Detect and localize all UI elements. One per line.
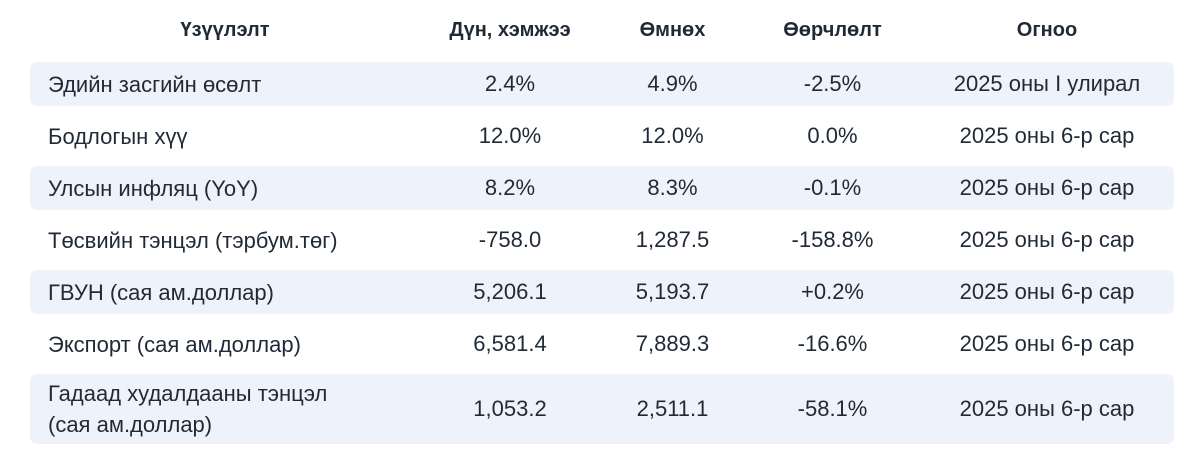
table-header: Үзүүлэлт Дүн, хэмжээ Өмнөх Өөрчлөлт Огно… [30,0,1174,60]
indicator-value: 1,053.2 [473,396,547,421]
table-row: Эдийн засгийн өсөлт 2.4% 4.9% -2.5% 2025… [30,62,1174,106]
indicator-date: 2025 оны 6-р сар [959,279,1135,304]
indicator-change: -158.8% [791,227,874,252]
indicator-value: 5,206.1 [473,279,547,304]
indicators-table: Үзүүлэлт Дүн, хэмжээ Өмнөх Өөрчлөлт Огно… [30,0,1174,452]
indicator-value: -758.0 [478,227,542,252]
indicator-change: -2.5% [803,71,862,96]
indicator-previous: 7,889.3 [635,331,710,356]
indicator-value: 8.2% [484,175,536,200]
indicator-previous: 2,511.1 [636,396,709,421]
indicator-name: Төсвийн тэнцэл (тэрбум.төг) [48,227,338,253]
table-row: Төсвийн тэнцэл (тэрбум.төг) -758.0 1,287… [30,218,1174,262]
indicator-previous: 8.3% [647,175,698,200]
indicator-date: 2025 оны 6-р сар [959,331,1135,356]
indicator-value: 12.0% [478,123,542,148]
indicator-change: 0.0% [807,123,858,148]
indicator-name-line2: (сая ам.доллар) [48,412,213,437]
indicator-name: Эдийн засгийн өсөлт [48,71,262,97]
indicator-value: 6,581.4 [473,331,547,356]
table-row: Улсын инфляц (YoY) 8.2% 8.3% -0.1% 2025 … [30,166,1174,210]
header-previous: Өмнөх [639,18,706,41]
indicator-value: 2.4% [484,71,536,96]
indicator-name-line1: Гадаад худалдааны тэнцэл [48,381,328,406]
table-row: Бодлогын хүү 12.0% 12.0% 0.0% 2025 оны 6… [30,114,1174,158]
indicator-date: 2025 оны I улирал [953,71,1141,96]
indicator-date: 2025 оны 6-р сар [959,175,1135,200]
indicator-date: 2025 оны 6-р сар [959,123,1135,148]
indicator-previous: 12.0% [641,123,704,148]
header-change: Өөрчлөлт [783,18,882,41]
indicator-date: 2025 оны 6-р сар [959,227,1135,252]
indicator-name: Бодлогын хүү [48,123,188,149]
indicator-change: -0.1% [803,175,862,200]
indicator-change: -58.1% [797,396,868,421]
indicator-name: ГВУН (сая ам.доллар) [48,279,274,305]
table-row: Экспорт (сая ам.доллар) 6,581.4 7,889.3 … [30,322,1174,366]
indicator-date: 2025 оны 6-р сар [959,396,1135,421]
header-value: Дүн, хэмжээ [449,18,571,41]
header-indicator: Үзүүлэлт [180,18,270,41]
indicator-previous: 5,193.7 [635,279,710,304]
header-date: Огноо [1016,18,1078,41]
table-row: Гадаад худалдааны тэнцэл (сая ам.доллар)… [30,374,1174,444]
indicator-change: +0.2% [801,279,864,304]
table-row: ГВУН (сая ам.доллар) 5,206.1 5,193.7 +0.… [30,270,1174,314]
indicator-change: -16.6% [797,331,868,356]
indicator-name: Гадаад худалдааны тэнцэл (сая ам.доллар) [30,378,420,440]
indicator-previous: 1,287.5 [635,227,710,252]
indicator-previous: 4.9% [647,71,698,96]
indicator-name: Экспорт (сая ам.доллар) [48,331,301,357]
indicator-name: Улсын инфляц (YoY) [48,175,259,201]
